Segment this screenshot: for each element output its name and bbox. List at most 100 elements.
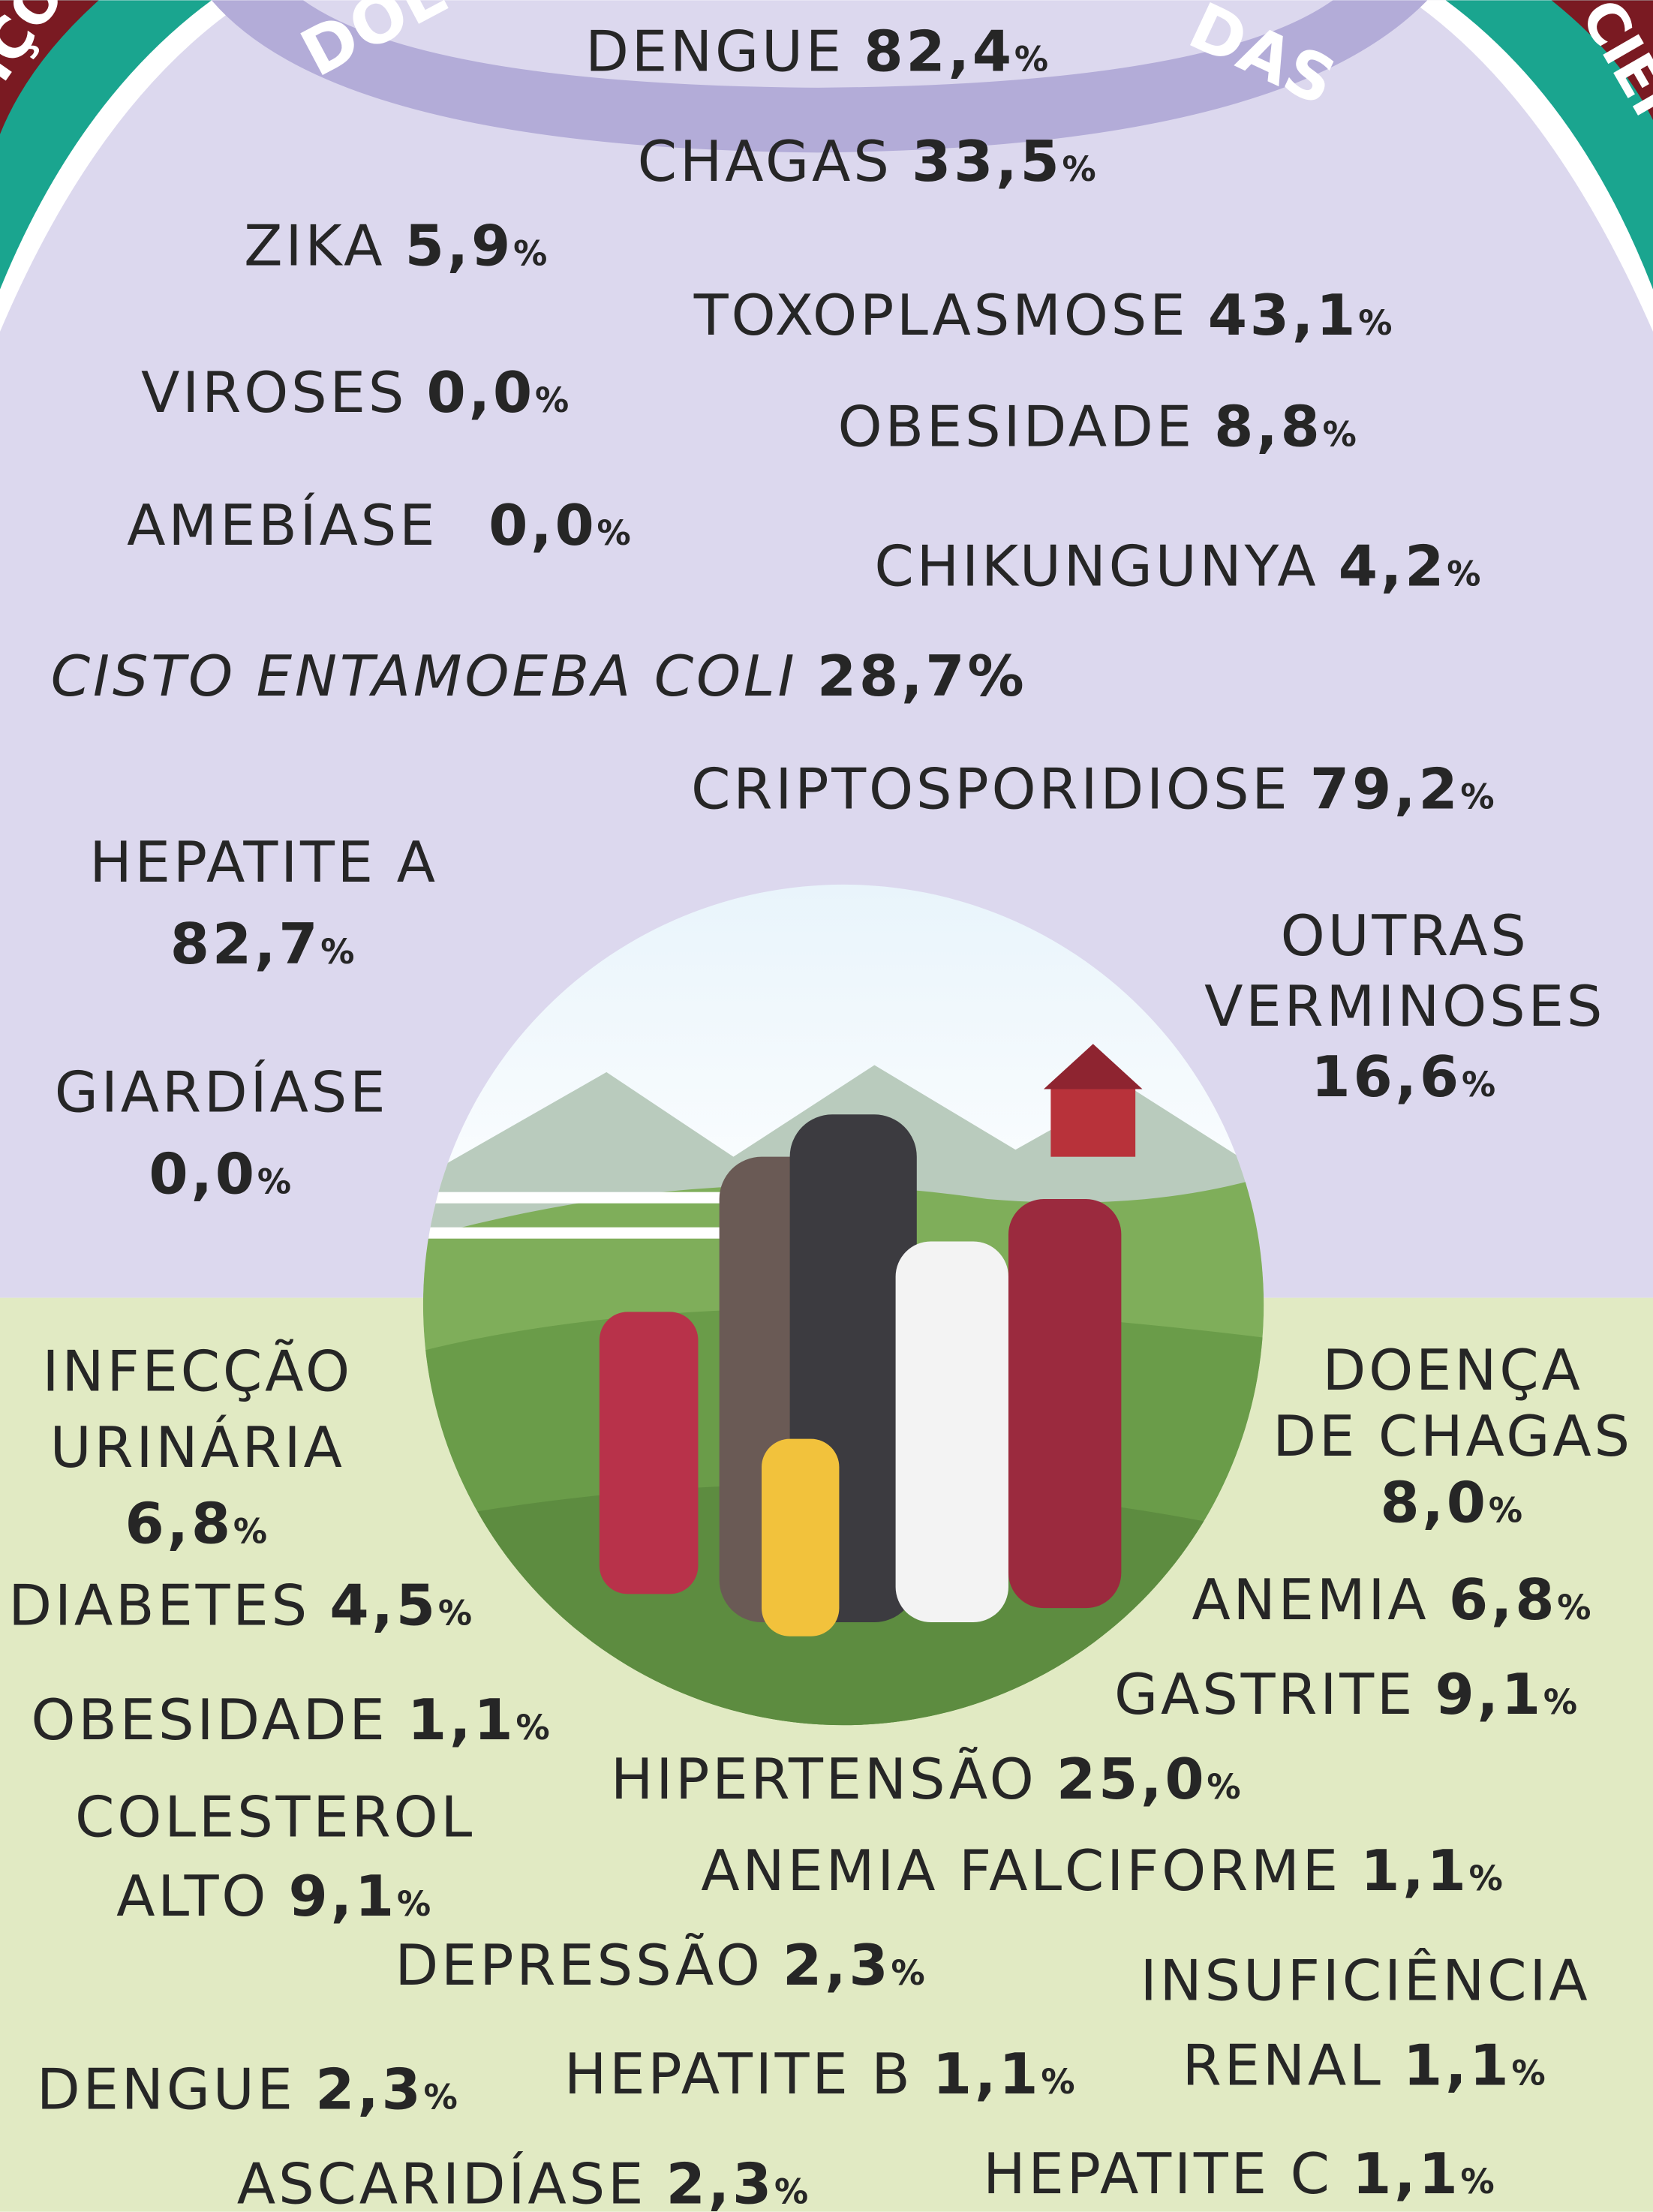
item-name: GASTRITE <box>1114 1661 1415 1727</box>
item-unit: % <box>320 932 357 972</box>
item-name: ZIKA <box>244 213 385 279</box>
item-value: 9,1 <box>289 1863 397 1929</box>
item-label: TOXOPLASMOSE 43,1% <box>693 282 1395 348</box>
item-unit: % <box>1469 1859 1506 1898</box>
item-unit: % <box>257 1162 294 1202</box>
item-label: CISTO ENTAMOEBA COLI 28,7% <box>51 643 1027 709</box>
item-label: AMEBÍASE 0,0% <box>127 492 633 558</box>
item-label: OBESIDADE 8,8% <box>838 393 1360 459</box>
item-name: OUTRAS <box>1281 903 1529 969</box>
item-unit: % <box>1462 1065 1498 1104</box>
item-name: CHIKUNGUNYA <box>874 533 1318 599</box>
item-label: DEPRESSÃO 2,3% <box>395 1932 927 1998</box>
item-label: 6,8% <box>125 1491 269 1557</box>
item-unit: % <box>535 380 572 420</box>
item-name: HEPATITE A <box>89 829 438 895</box>
item-value: 43,1 <box>1208 282 1359 348</box>
item-label: 16,6% <box>1311 1044 1498 1110</box>
item-unit: % <box>513 234 550 274</box>
item-name: GIARDÍASE <box>55 1059 389 1126</box>
item-value: 0,0 <box>149 1141 257 1207</box>
item-unit: % <box>1543 1682 1580 1722</box>
item-label: URINÁRIA <box>50 1414 345 1480</box>
item-name: HEPATITE B <box>564 2041 913 2107</box>
red-band <box>0 0 99 134</box>
item-unit: % <box>597 513 634 553</box>
item-value: 33,5 <box>912 128 1062 194</box>
item-value: 6,8 <box>125 1491 233 1557</box>
teal-band <box>0 0 212 290</box>
item-value: 8,0 <box>1380 1470 1488 1536</box>
item-value: 28,7 <box>817 643 968 709</box>
item-value: 0,0 <box>488 492 597 558</box>
item-label: DE CHAGAS <box>1273 1403 1633 1469</box>
illustration <box>422 884 1264 1726</box>
item-value: 2,3 <box>666 2150 774 2212</box>
item-value: 8,8 <box>1214 393 1322 459</box>
item-label: HEPATITE B 1,1% <box>564 2041 1077 2107</box>
item-unit: % <box>515 1708 552 1748</box>
item-label: ALTO 9,1% <box>116 1863 434 1929</box>
item-label: CHIKUNGUNYA 4,2% <box>874 533 1483 599</box>
item-label: ANEMIA 6,8% <box>1192 1567 1594 1633</box>
item-value: 4,5 <box>329 1573 437 1639</box>
item-name: DIABETES <box>8 1573 310 1639</box>
item-value: 1,1 <box>1360 1838 1468 1904</box>
item-name: OBESIDADE <box>838 393 1195 459</box>
item-unit: % <box>1358 303 1395 343</box>
item-unit: % <box>967 643 1026 709</box>
item-unit: % <box>1461 2162 1498 2201</box>
red-band <box>1551 0 1653 121</box>
item-unit: % <box>1511 2054 1548 2093</box>
item-label: VIROSES 0,0% <box>141 359 572 425</box>
item-value: 79,2 <box>1310 756 1461 822</box>
item-unit: % <box>1323 414 1360 454</box>
item-name: HIPERTENSÃO <box>611 1746 1037 1812</box>
item-label: HEPATITE A <box>89 829 438 895</box>
item-unit: % <box>397 1884 434 1924</box>
item-value: 2,3 <box>783 1932 891 1998</box>
item-name: DOENÇA <box>1322 1337 1582 1403</box>
item-unit: % <box>438 1594 475 1633</box>
item-unit: % <box>1460 777 1497 816</box>
item-value: 4,2 <box>1339 533 1447 599</box>
item-name: ALTO <box>116 1863 269 1929</box>
item-label: ASCARIDÍASE 2,3% <box>237 2150 811 2212</box>
teal-band <box>1445 0 1653 290</box>
item-label: INFECÇÃO <box>42 1339 352 1405</box>
item-value: 9,1 <box>1435 1661 1543 1727</box>
item-name: CRIPTOSPORIDIOSE <box>691 756 1291 822</box>
item-value: 1,1 <box>1403 2033 1511 2099</box>
item-name: INSUFICIÊNCIA <box>1141 1948 1591 2014</box>
item-unit: % <box>1014 39 1051 79</box>
item-label: 8,0% <box>1380 1470 1525 1536</box>
item-name: RENAL <box>1183 2033 1384 2099</box>
item-name: COLESTEROL <box>75 1784 475 1850</box>
item-name: DEPRESSÃO <box>395 1932 762 1998</box>
item-name: TOXOPLASMOSE <box>693 282 1189 348</box>
item-value: 82,7 <box>170 911 321 977</box>
item-unit: % <box>774 2171 811 2211</box>
item-name: CISTO ENTAMOEBA COLI <box>51 643 798 709</box>
item-label: DOENÇA <box>1322 1337 1582 1403</box>
item-value: 16,6 <box>1311 1044 1462 1110</box>
item-label: VERMINOSES <box>1204 973 1605 1039</box>
item-value: 6,8 <box>1449 1567 1557 1633</box>
item-name: INFECÇÃO <box>42 1339 352 1405</box>
item-label: COLESTEROL <box>75 1784 475 1850</box>
item-label: GIARDÍASE <box>55 1059 389 1126</box>
item-label: ANEMIA FALCIFORME 1,1% <box>701 1838 1505 1904</box>
item-label: OUTRAS <box>1281 903 1529 969</box>
item-label: OBESIDADE 1,1% <box>31 1687 552 1753</box>
item-value: 1,1 <box>407 1687 515 1753</box>
item-unit: % <box>1447 554 1483 594</box>
item-value: 0,0 <box>427 359 535 425</box>
item-name: DENGUE <box>585 18 844 84</box>
item-label: DENGUE 82,4% <box>585 18 1051 84</box>
item-value: 25,0 <box>1056 1746 1207 1812</box>
item-unit: % <box>1041 2062 1077 2102</box>
item-unit: % <box>1062 149 1099 189</box>
item-unit: % <box>1557 1588 1594 1627</box>
item-name: AMEBÍASE <box>127 492 437 558</box>
